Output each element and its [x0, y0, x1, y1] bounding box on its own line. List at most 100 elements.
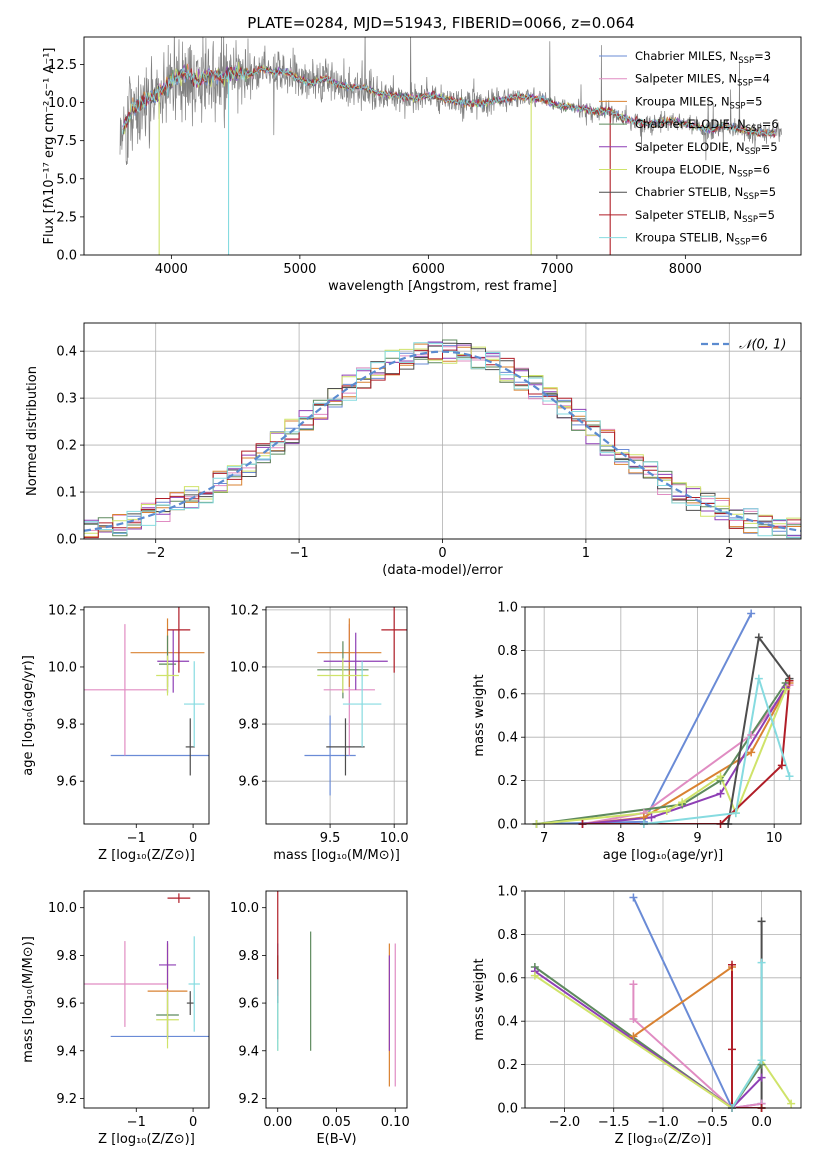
mass-weight-line — [536, 682, 787, 824]
y-tick-label: 0.1 — [56, 486, 77, 501]
y-tick-label: 10.0 — [230, 901, 259, 916]
y-tick-label: 0.6 — [497, 971, 518, 986]
point-marker — [757, 1056, 766, 1065]
plot-area — [119, 37, 782, 255]
x-tick-label: 0.05 — [322, 1115, 351, 1130]
y-tick-label: 0.0 — [497, 818, 518, 833]
mass-weight-line — [534, 970, 763, 1108]
y-tick-label: 0.4 — [56, 345, 77, 360]
point-marker — [754, 674, 763, 683]
x-tick-label: −2 — [146, 546, 165, 561]
legend-label: Salpeter STELIB, NSSP=5 — [635, 208, 775, 225]
axes-frame — [83, 890, 210, 1109]
plot-area — [277, 891, 396, 1087]
axes-frame — [83, 36, 802, 256]
x-tick-label: −2.0 — [549, 1115, 581, 1130]
y-axis-label: Normed distribution — [25, 366, 40, 496]
y-tick-label: 12.5 — [48, 58, 77, 73]
y-tick-label: 9.2 — [238, 1092, 259, 1107]
y-axis-label: mass weight — [472, 958, 487, 1040]
point-marker — [747, 731, 756, 740]
x-tick-label: 7 — [540, 831, 548, 846]
x-tick-label: 4000 — [155, 262, 188, 277]
point-marker — [728, 960, 736, 969]
plot-area — [304, 607, 407, 796]
model-line — [122, 65, 776, 136]
y-tick-label: 9.8 — [238, 949, 259, 964]
point-marker — [754, 633, 763, 642]
mass-weight-line — [643, 678, 791, 824]
y-tick-label: 9.4 — [56, 1044, 77, 1059]
point-marker — [785, 772, 794, 781]
x-axis-label: (data-model)/error — [382, 563, 503, 578]
legend-label: Kroupa ELODIE, NSSP=6 — [635, 163, 770, 180]
y-tick-label: 0.0 — [56, 249, 77, 264]
y-tick-label: 1.0 — [497, 601, 518, 616]
y-tick-label: 10.2 — [48, 603, 77, 618]
x-tick-label: 8 — [617, 831, 625, 846]
plot-area — [84, 339, 801, 539]
x-tick-label: 5000 — [283, 262, 316, 277]
y-tick-label: 0.3 — [56, 392, 77, 407]
y-tick-label: 7.5 — [56, 134, 77, 149]
x-tick-label: −1.0 — [647, 1115, 679, 1130]
panel-1: 4000 5000 6000 7000 8000 0.0 2.5 5.0 7.5 10.0 12.5… — [42, 36, 802, 294]
x-axis-label: age [log₁₀(age/yr)] — [603, 848, 724, 863]
panel-4: 9.5 10.0 9.6 9.8 10.0 10.2 mass [log₁₀(M/M⊙)] — [230, 603, 409, 863]
plot-area — [536, 613, 791, 824]
x-tick-label: 10 — [766, 831, 783, 846]
x-axis-label: Z [log₁₀(Z/Z⊙)] — [615, 1132, 712, 1147]
point-marker — [757, 958, 766, 967]
y-axis-label: age [log₁₀(age/yr)] — [21, 655, 36, 776]
residual-histogram — [84, 342, 801, 539]
mass-weight-line — [534, 966, 763, 1108]
x-axis-label: Z [log₁₀(Z/Z⊙)] — [98, 848, 195, 863]
legend-label: Salpeter MILES, NSSP=4 — [635, 72, 770, 89]
y-axis-label: mass weight — [472, 674, 487, 756]
legend-label: Chabrier STELIB, NSSP=5 — [635, 185, 776, 202]
point-marker — [728, 1045, 736, 1054]
y-tick-label: 0.2 — [497, 1058, 518, 1073]
y-tick-label: 0.0 — [56, 533, 77, 548]
x-tick-label: 0 — [189, 1115, 197, 1130]
point-marker — [747, 609, 756, 618]
y-tick-label: 0.4 — [497, 1015, 518, 1030]
y-tick-label: 10.0 — [230, 660, 259, 675]
y-tick-label: 10.0 — [48, 901, 77, 916]
legend-label: Salpeter ELODIE, NSSP=5 — [635, 140, 778, 157]
panel-8: −2.0 −1.5 −1.0 −0.5 0.0 0.0 0.2 0.4 0.6 0.8 1.0 Z [… — [472, 885, 802, 1147]
y-tick-label: 9.6 — [238, 997, 259, 1012]
y-tick-label: 9.4 — [238, 1044, 259, 1059]
x-tick-label: −1 — [127, 831, 146, 846]
y-tick-label: 9.6 — [238, 775, 259, 790]
point-marker — [781, 685, 790, 694]
axes-frame — [265, 606, 408, 825]
point-marker — [787, 1099, 796, 1108]
point-marker — [530, 971, 539, 980]
x-tick-label: −1.5 — [598, 1115, 630, 1130]
x-tick-label: 7000 — [540, 262, 573, 277]
y-tick-label: 9.8 — [56, 718, 77, 733]
point-marker — [777, 761, 786, 770]
gaussian-curve — [84, 350, 801, 532]
y-axis-label: mass [log₁₀(M/M⊙)] — [21, 936, 36, 1063]
point-marker — [757, 917, 766, 926]
y-tick-label: 1.0 — [497, 885, 518, 900]
panel-6: −1 0 9.2 9.4 9.6 9.8 10.0 Z [log₁₀(Z/Z⊙)] mass [… — [21, 890, 210, 1147]
mass-weight-line — [643, 634, 791, 824]
y-tick-label: 0.8 — [497, 928, 518, 943]
x-tick-label: 0.10 — [381, 1115, 410, 1130]
plot-area — [84, 607, 209, 776]
panel-2: −2 −1 0 1 2 0.0 0.1 0.2 0.3 0.4 (data-model)/error… — [25, 322, 802, 578]
figure-title: PLATE=0284, MJD=51943, FIBERID=0066, z=0… — [247, 14, 634, 32]
x-axis-label: E(B-V) — [316, 1132, 356, 1147]
legend-label: Kroupa STELIB, NSSP=6 — [635, 231, 767, 248]
x-axis-label: Z [log₁₀(Z/Z⊙)] — [98, 1132, 195, 1147]
x-tick-label: 9 — [693, 831, 701, 846]
point-marker — [716, 789, 725, 798]
x-tick-label: 0.00 — [263, 1115, 292, 1130]
y-tick-label: 0.6 — [497, 687, 518, 702]
legend-label: Chabrier ELODIE, NSSP=6 — [635, 117, 779, 134]
